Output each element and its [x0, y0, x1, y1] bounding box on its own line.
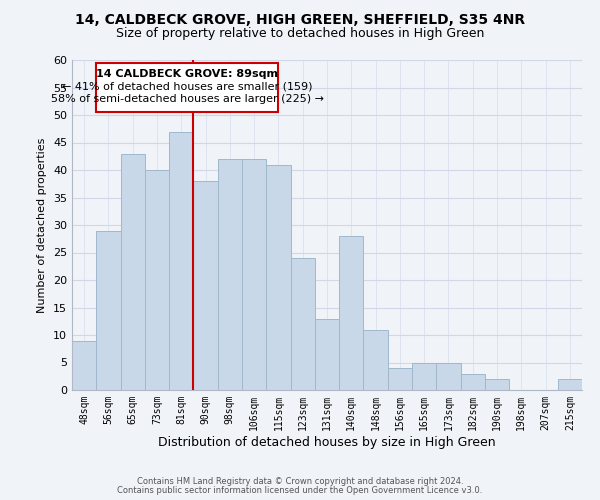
Y-axis label: Number of detached properties: Number of detached properties	[37, 138, 47, 312]
Bar	[290, 258, 315, 390]
Bar	[266, 164, 290, 390]
Bar	[121, 154, 145, 390]
Bar	[412, 362, 436, 390]
Bar	[485, 379, 509, 390]
Bar	[315, 318, 339, 390]
Text: Contains HM Land Registry data © Crown copyright and database right 2024.: Contains HM Land Registry data © Crown c…	[137, 477, 463, 486]
Bar	[169, 132, 193, 390]
Bar	[96, 230, 121, 390]
Bar	[193, 181, 218, 390]
Bar	[145, 170, 169, 390]
Bar	[72, 340, 96, 390]
Bar	[242, 159, 266, 390]
FancyBboxPatch shape	[96, 62, 278, 112]
Bar	[558, 379, 582, 390]
X-axis label: Distribution of detached houses by size in High Green: Distribution of detached houses by size …	[158, 436, 496, 448]
Text: Contains public sector information licensed under the Open Government Licence v3: Contains public sector information licen…	[118, 486, 482, 495]
Bar	[461, 374, 485, 390]
Bar	[388, 368, 412, 390]
Bar	[364, 330, 388, 390]
Bar	[218, 159, 242, 390]
Text: 14, CALDBECK GROVE, HIGH GREEN, SHEFFIELD, S35 4NR: 14, CALDBECK GROVE, HIGH GREEN, SHEFFIEL…	[75, 12, 525, 26]
Text: 14 CALDBECK GROVE: 89sqm: 14 CALDBECK GROVE: 89sqm	[97, 68, 278, 78]
Bar	[436, 362, 461, 390]
Text: 58% of semi-detached houses are larger (225) →: 58% of semi-detached houses are larger (…	[51, 94, 324, 104]
Text: Size of property relative to detached houses in High Green: Size of property relative to detached ho…	[116, 28, 484, 40]
Text: ← 41% of detached houses are smaller (159): ← 41% of detached houses are smaller (15…	[62, 82, 313, 92]
Bar	[339, 236, 364, 390]
